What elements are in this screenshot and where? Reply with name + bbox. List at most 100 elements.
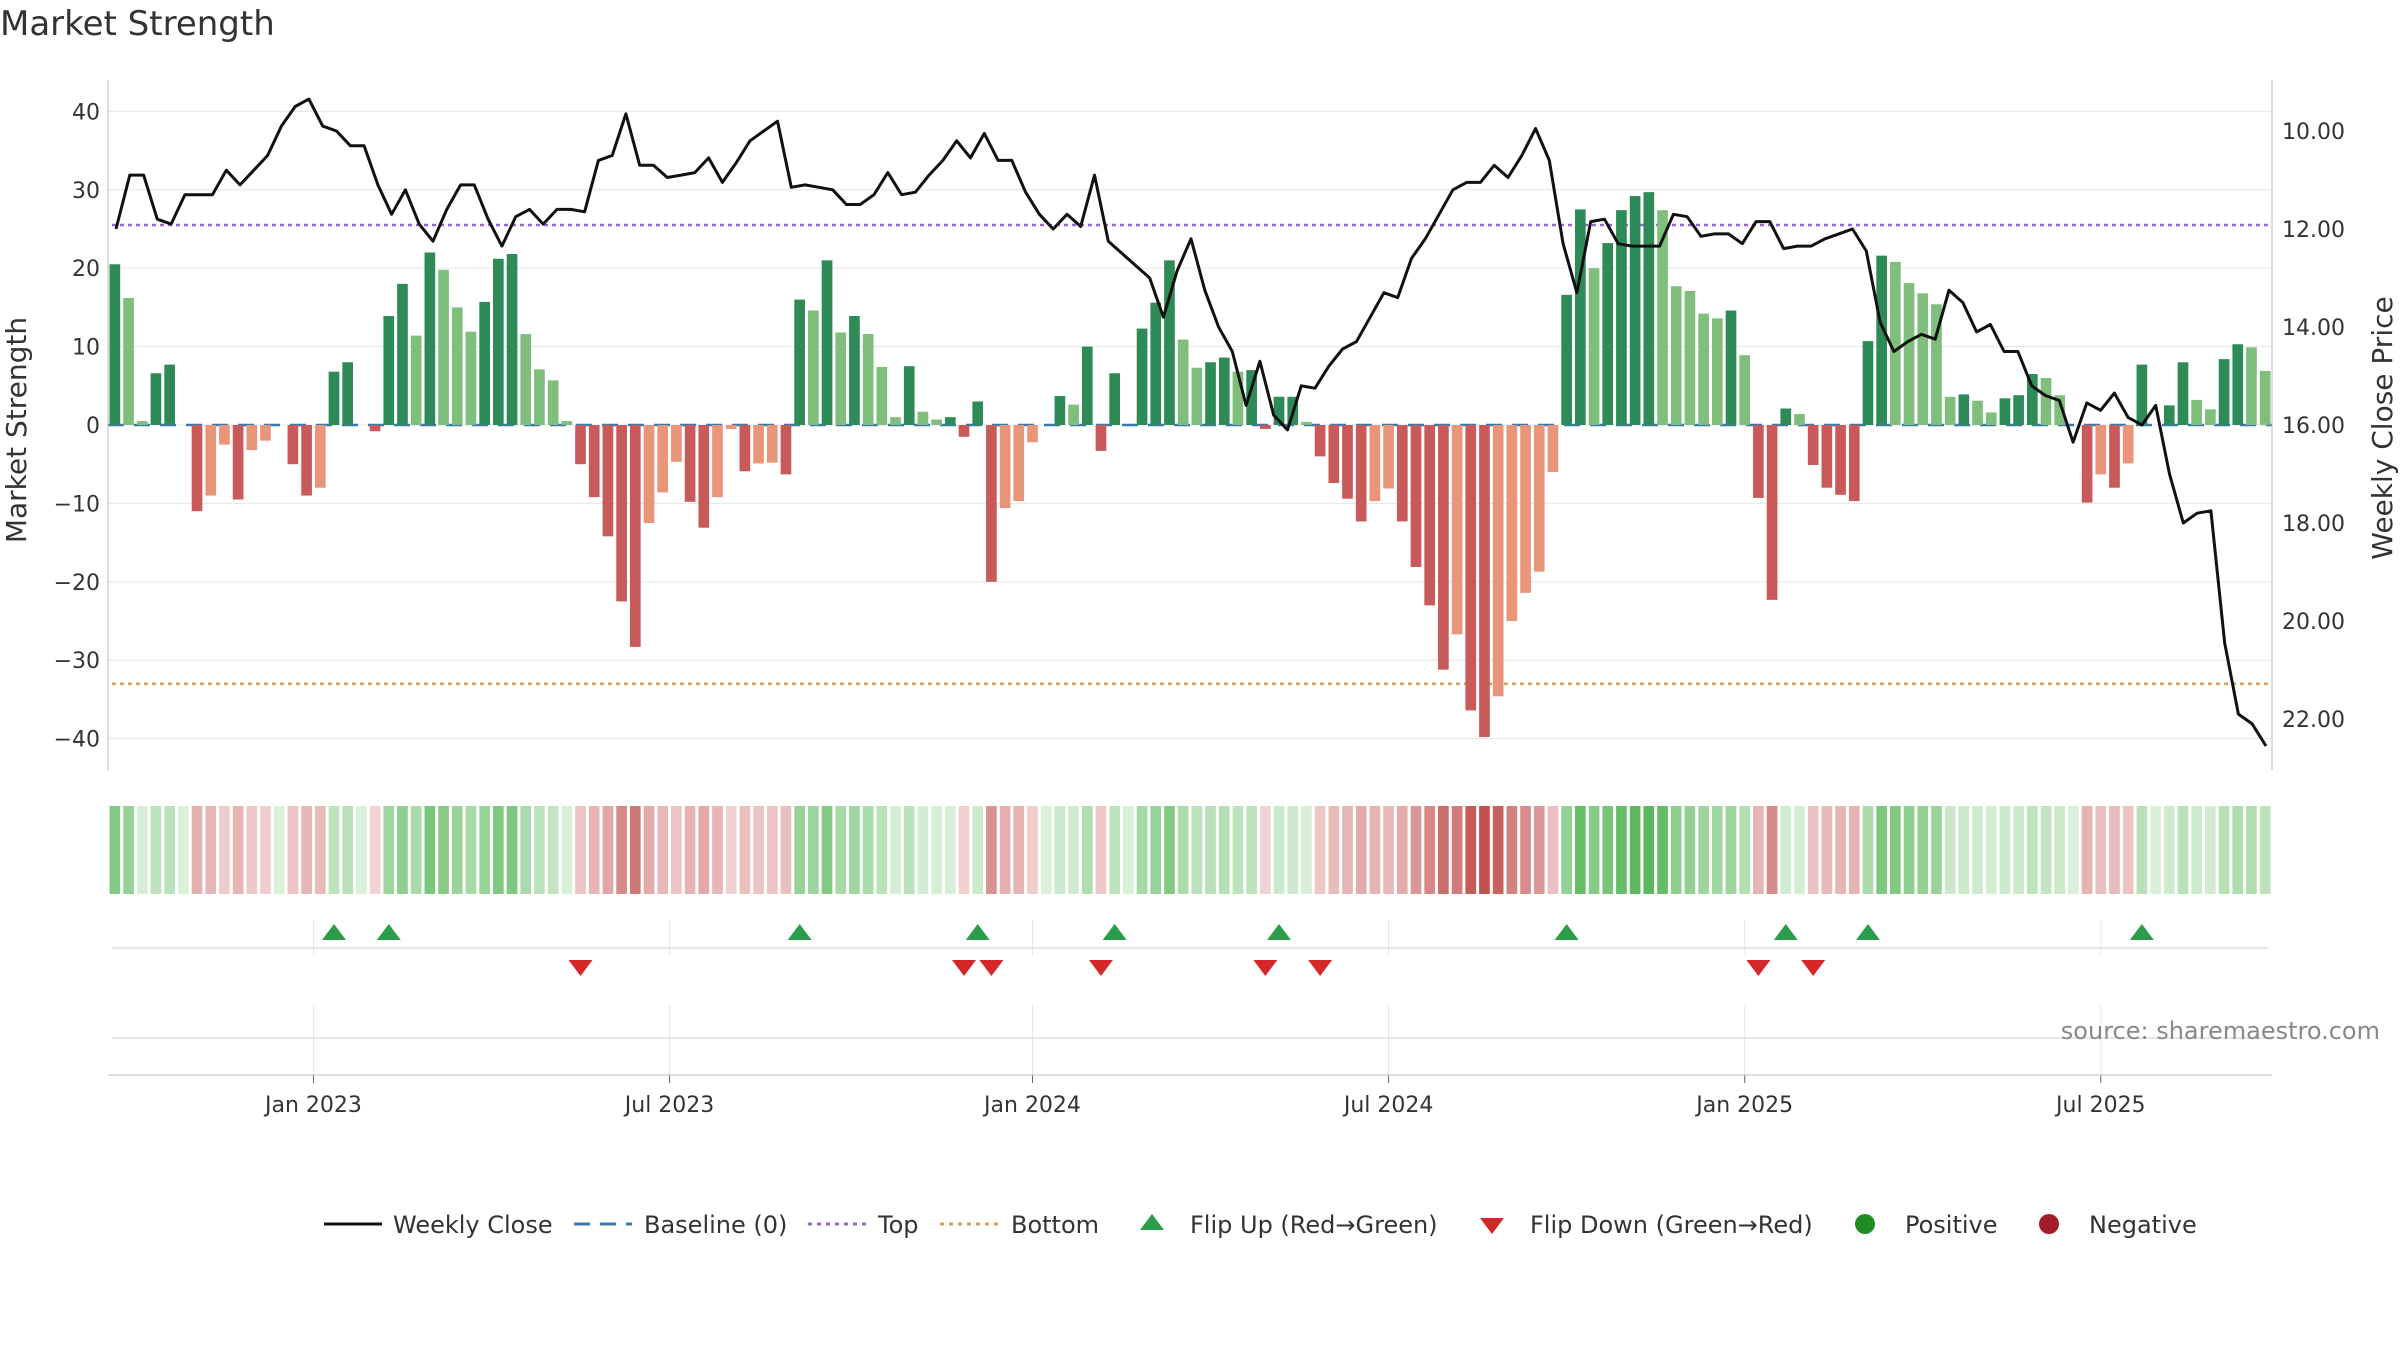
strength-bar <box>1177 339 1189 425</box>
y-left-tick-label: −10 <box>54 492 100 517</box>
heat-cell <box>602 806 614 894</box>
heat-cell <box>1698 806 1709 894</box>
y-right-tick-label: 14.00 <box>2282 316 2345 341</box>
x-tick-label: Jan 2024 <box>982 1093 1081 1118</box>
strength-bar <box>766 425 778 463</box>
strength-bar <box>2013 395 2024 425</box>
heat-cell <box>1602 806 1614 894</box>
heat-cell <box>1027 806 1038 894</box>
heat-cell <box>1725 806 1737 894</box>
strength-bar <box>917 411 929 425</box>
legend-negative-icon <box>2039 1214 2059 1234</box>
heat-cell <box>1821 806 1833 894</box>
strength-bar <box>479 301 490 425</box>
strength-bar <box>1054 395 1066 425</box>
y-left-tick-label: −30 <box>54 649 100 674</box>
strength-bar <box>1301 421 1312 425</box>
strength-bar <box>1013 425 1025 502</box>
heat-cell <box>684 806 696 894</box>
heat-cell <box>1287 806 1299 894</box>
strength-bar <box>1575 209 1586 425</box>
heat-cell <box>1862 806 1874 894</box>
strength-bar <box>2026 374 2038 425</box>
legend-positive: Positive <box>1905 1211 1998 1239</box>
flip-up-marker <box>1102 924 1127 940</box>
heat-cell <box>301 806 312 894</box>
strength-bar <box>2205 409 2216 425</box>
y-left-tick-label: 20 <box>72 257 100 282</box>
heat-cell <box>1753 806 1764 894</box>
strength-bar <box>1903 283 1915 425</box>
heat-cell <box>273 806 285 894</box>
heat-cell <box>2163 806 2175 894</box>
heat-cell <box>1835 806 1846 894</box>
strength-bar <box>1835 425 1846 495</box>
heat-cell <box>1355 806 1367 894</box>
heat-cell <box>944 806 956 894</box>
heat-cell <box>1931 806 1942 894</box>
strength-bar <box>1095 425 1107 451</box>
flip-up-marker <box>965 924 990 940</box>
legend-negative: Negative <box>2089 1211 2197 1239</box>
flip-up-marker <box>321 924 346 940</box>
strength-bar <box>1492 425 1504 697</box>
heat-cell <box>808 806 819 894</box>
strength-bar <box>1451 425 1463 635</box>
heat-cell <box>849 806 860 894</box>
strength-bar <box>1424 425 1436 606</box>
strength-bar <box>2177 362 2189 425</box>
strength-bar <box>2136 364 2148 425</box>
strength-bar <box>424 252 436 425</box>
strength-bar <box>1438 425 1449 670</box>
flip-up-marker <box>1267 924 1292 940</box>
heat-cell <box>1890 806 1901 894</box>
heat-cell <box>260 806 271 894</box>
heat-cell <box>1232 806 1244 894</box>
heat-cell <box>2054 806 2066 894</box>
heat-cell <box>1081 806 1093 894</box>
strength-bar <box>2246 347 2257 425</box>
strength-bar <box>1109 373 1121 425</box>
strength-bar <box>1506 425 1518 622</box>
strength-bar <box>410 335 422 425</box>
heat-cell <box>1040 806 1052 894</box>
heat-cell <box>2122 806 2134 894</box>
strength-bar <box>383 316 395 425</box>
strength-bar <box>1369 425 1381 502</box>
chart-title: Market Strength <box>0 4 275 44</box>
strength-bar <box>164 364 175 425</box>
heat-cell <box>903 806 915 894</box>
strength-bar <box>287 425 299 465</box>
strength-bar <box>808 310 819 425</box>
strength-bar <box>712 425 723 498</box>
strength-bar <box>1616 210 1627 425</box>
heat-cell <box>534 806 545 894</box>
strength-bar <box>1588 268 1600 425</box>
strength-bar <box>780 425 792 475</box>
heat-cell <box>1301 806 1312 894</box>
heat-cell <box>958 806 970 894</box>
heat-cell <box>232 806 244 894</box>
heat-cell <box>1616 806 1627 894</box>
legend-top: Top <box>877 1211 919 1239</box>
heat-cell <box>1711 806 1723 894</box>
strength-bar <box>1273 396 1285 425</box>
heat-cell <box>506 806 518 894</box>
flip-down-marker <box>1253 960 1278 976</box>
heat-cell <box>520 806 532 894</box>
strength-bar <box>520 334 532 425</box>
heat-cell <box>150 806 162 894</box>
strength-bar <box>862 334 874 425</box>
strength-bar <box>1479 425 1490 738</box>
heat-cell <box>876 806 888 894</box>
heat-cell <box>191 806 203 894</box>
strength-bar <box>1766 425 1778 600</box>
strength-bar <box>2109 425 2120 488</box>
heat-cell <box>2068 806 2079 894</box>
heat-cell <box>2232 806 2244 894</box>
strength-bar <box>438 269 449 425</box>
strength-bar <box>1643 192 1655 425</box>
heat-cell <box>1246 806 1257 894</box>
strength-bar <box>465 331 477 425</box>
strength-bar <box>2122 425 2134 464</box>
